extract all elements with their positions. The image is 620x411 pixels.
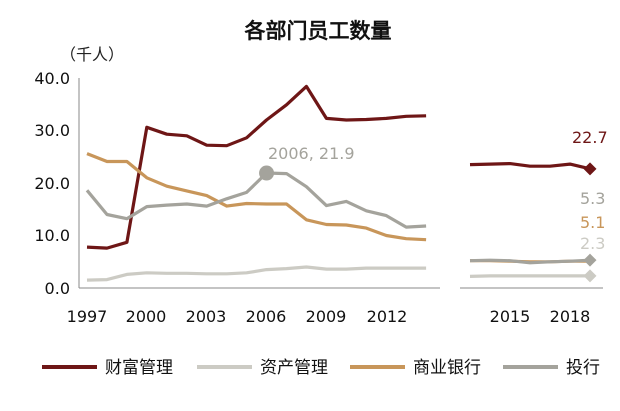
- annotation-bank-end: 5.1: [580, 213, 605, 232]
- x-tick-label: 1997: [67, 307, 108, 326]
- legend-label: 投行: [566, 358, 600, 378]
- annotation-ib-peak: 2006, 21.9: [268, 144, 355, 163]
- x-tick-label: 2006: [246, 307, 287, 326]
- series-line-wealth: [86, 84, 427, 250]
- end-marker-wealth: [583, 162, 597, 176]
- end-marker-asset: [583, 269, 597, 283]
- x-tick-label: 2003: [186, 307, 227, 326]
- series-line-ib: [469, 258, 591, 265]
- x-tick-label: 2012: [367, 307, 408, 326]
- series-line-ib: [85, 171, 427, 229]
- x-tick-label: 2015: [490, 307, 531, 326]
- y-tick-label: 40.0: [34, 69, 70, 88]
- annotation-asset-end: 2.3: [580, 234, 605, 253]
- end-marker-ib: [583, 253, 597, 267]
- unit-label: （千人）: [60, 45, 124, 64]
- y-tick-label: 0.0: [45, 279, 70, 298]
- series-line-asset: [469, 274, 590, 278]
- x-tick-label: 2009: [306, 307, 347, 326]
- legend-label: 财富管理: [105, 358, 173, 378]
- legend-label: 商业银行: [413, 358, 481, 378]
- y-tick-label: 20.0: [34, 174, 70, 193]
- series-line-bank: [86, 152, 427, 242]
- annotation-ib-end: 5.3: [580, 189, 605, 208]
- series-line-asset: [86, 265, 427, 282]
- x-tick-label: 2018: [550, 307, 591, 326]
- x-tick-label: 2000: [126, 307, 167, 326]
- y-tick-label: 30.0: [34, 121, 70, 140]
- annotation-wealth-end: 22.7: [572, 128, 608, 147]
- series-line-wealth: [469, 162, 591, 171]
- chart-title: 各部门员工数量: [244, 18, 392, 43]
- series-layer: [85, 84, 597, 283]
- y-tick-label: 10.0: [34, 226, 70, 245]
- legend-label: 资产管理: [260, 358, 328, 378]
- peak-marker-ib: [259, 165, 275, 181]
